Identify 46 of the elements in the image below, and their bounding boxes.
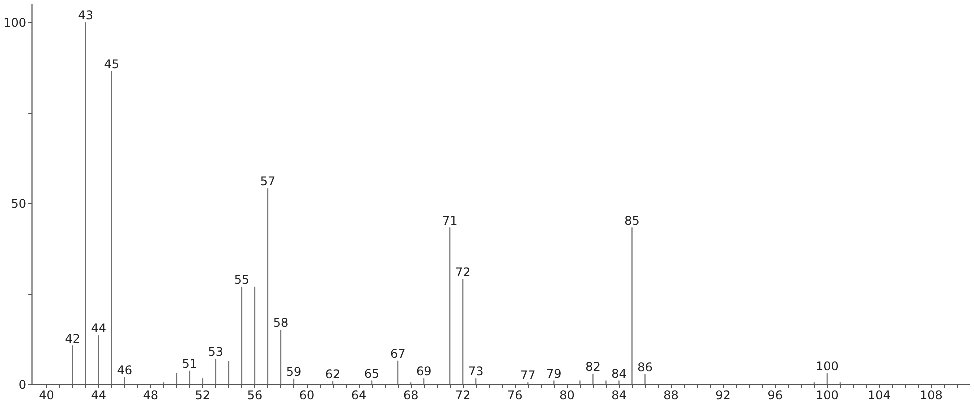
annotation: 84: [612, 366, 627, 381]
annotation: 65: [364, 366, 380, 381]
annotation: 57: [260, 174, 276, 189]
x-tick-label: 92: [716, 388, 731, 402]
annotation: 77: [520, 368, 536, 383]
x-tick-label: 72: [455, 388, 471, 402]
x-tick-label: 68: [403, 388, 419, 402]
annotation: 100: [816, 360, 839, 374]
annotation: 42: [65, 332, 80, 346]
annotation: 69: [416, 364, 432, 379]
annotation: 44: [91, 322, 106, 336]
annotation: 82: [586, 360, 601, 374]
x-tick-label: 88: [664, 388, 679, 402]
annotation: 51: [182, 357, 198, 372]
x-tick-label: 76: [508, 388, 523, 402]
y-tick-label: 50: [11, 197, 27, 212]
x-tick-label: 96: [768, 388, 783, 402]
y-tick-label: 100: [4, 16, 26, 30]
x-tick-label: 44: [91, 388, 106, 402]
x-tick-label: 104: [868, 388, 891, 402]
annotation: 59: [286, 365, 302, 380]
annotation: 45: [104, 57, 120, 72]
annotation: 58: [273, 316, 289, 330]
annotation: 46: [117, 363, 133, 378]
x-tick-label: 52: [195, 388, 211, 402]
annotation: 67: [390, 346, 406, 361]
annotation: 72: [455, 266, 471, 280]
x-tick-label: 60: [299, 388, 315, 402]
annotation: 62: [325, 368, 341, 382]
annotation: 43: [78, 8, 94, 23]
x-tick-label: 64: [351, 388, 367, 402]
annotation: 55: [234, 273, 250, 288]
x-tick-label: 56: [247, 388, 263, 402]
annotation: 86: [638, 360, 653, 374]
x-tick-label: 100: [816, 388, 839, 402]
annotation: 73: [468, 364, 484, 379]
x-tick-label: 40: [39, 388, 54, 402]
annotation: 79: [546, 366, 562, 381]
x-tick-label: 80: [560, 388, 575, 402]
annotation: 71: [442, 214, 458, 228]
annotation: 53: [208, 345, 224, 360]
y-tick-label: 0: [18, 378, 27, 392]
x-tick-label: 48: [143, 388, 159, 402]
x-tick-label: 108: [920, 388, 943, 402]
annotation: 85: [624, 214, 640, 228]
x-tick-label: 84: [612, 388, 627, 402]
